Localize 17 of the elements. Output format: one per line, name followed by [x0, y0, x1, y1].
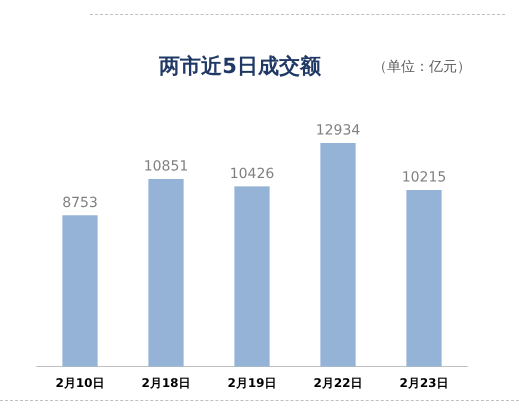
x-tick-label: 2月10日 [55, 376, 105, 390]
x-tick-label: 2月23日 [399, 376, 449, 390]
bar [320, 143, 356, 367]
bar [406, 190, 442, 367]
data-label: 10851 [144, 158, 188, 175]
x-tick-label: 2月22日 [313, 376, 363, 390]
bar [148, 179, 184, 367]
x-tick-label: 2月18日 [141, 376, 191, 390]
data-label: 12934 [316, 122, 360, 139]
data-label: 8753 [62, 194, 98, 211]
data-label: 10426 [230, 166, 274, 182]
data-label: 10215 [402, 170, 446, 186]
chart-title: 两市近5日成交额 [159, 54, 321, 78]
bar [234, 186, 270, 367]
text: （单位：亿元） [373, 58, 471, 76]
bar [62, 215, 98, 367]
x-tick-label: 2月19日 [227, 376, 277, 390]
